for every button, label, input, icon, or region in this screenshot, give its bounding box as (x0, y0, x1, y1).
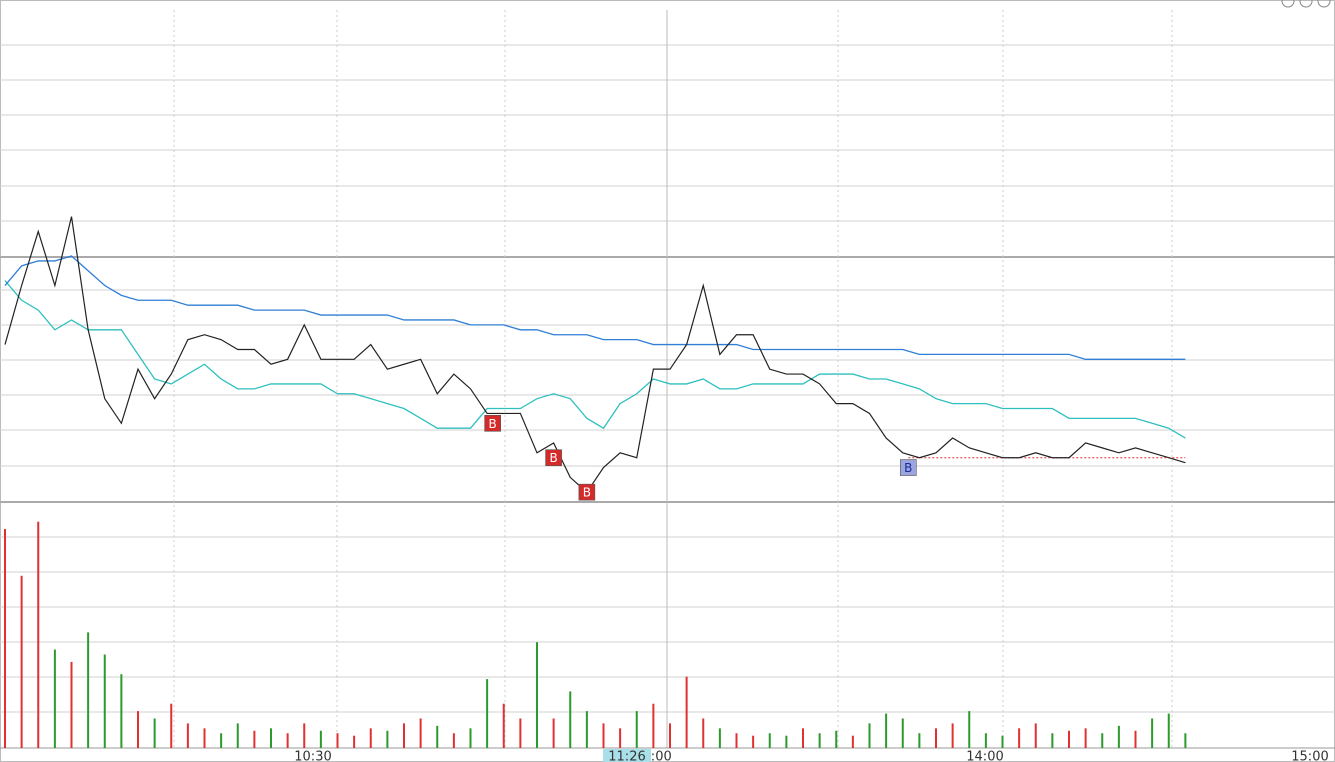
volume-bar (885, 713, 888, 748)
volume-bar (569, 691, 572, 748)
volume-bar (53, 649, 56, 748)
volume-bar (1184, 733, 1187, 748)
volume-bar (270, 728, 272, 748)
volume-bar (502, 703, 505, 748)
x-tick-label: 10:30 (294, 750, 331, 762)
volume-bar (635, 711, 638, 748)
window-buttons[interactable] (1281, 0, 1331, 8)
volume-bar (1084, 728, 1087, 748)
volume-bar (868, 723, 871, 748)
volume-bar (802, 728, 804, 748)
volume-bar (951, 723, 954, 748)
marker-box (899, 459, 917, 476)
volume-bar (120, 674, 123, 748)
volume-bar (486, 679, 489, 748)
marker-label: B (489, 417, 497, 431)
volume-bar (1117, 725, 1120, 748)
volume-bar (835, 730, 838, 748)
volume-bar (153, 718, 156, 748)
volume-bar (220, 733, 223, 748)
volume-bar (1018, 728, 1021, 748)
marker-label: B (583, 486, 591, 500)
series-line (4, 255, 1186, 360)
marker-box (484, 414, 501, 432)
volume-bar (1034, 723, 1037, 748)
volume-bar (186, 723, 189, 748)
cursor-label-box (603, 749, 651, 762)
volume-bar (452, 733, 455, 748)
volume-bar (901, 718, 904, 748)
volume-bar (1001, 735, 1004, 748)
volume-bar (37, 521, 40, 748)
button[interactable] (1317, 0, 1331, 8)
marker-label: B (550, 451, 558, 465)
volume-bar (718, 728, 721, 748)
volume-bar (203, 728, 206, 748)
volume-bar (286, 733, 289, 748)
volume-bar (818, 733, 821, 748)
volume-bar (984, 733, 987, 748)
volume-bar (968, 711, 971, 748)
cursor-label: 11:26 (608, 750, 645, 762)
volume-bar (253, 730, 256, 748)
buy-marker: B (545, 449, 562, 467)
volume-bar (70, 661, 73, 748)
button[interactable] (1281, 0, 1295, 8)
volume-bar (785, 735, 788, 748)
volume-bar (619, 728, 622, 748)
volume-bar (552, 718, 555, 748)
buy-marker: B (578, 483, 596, 501)
volume-bar (1101, 733, 1104, 748)
volume-bar (419, 718, 422, 748)
marker-box (545, 449, 562, 467)
volume-bar (702, 718, 705, 748)
x-tick-label: 14:00 (966, 750, 1003, 762)
volume-bar (1167, 713, 1170, 748)
volume-bar (1151, 718, 1154, 748)
volume-bar (918, 733, 921, 748)
volume-bar (935, 728, 937, 748)
volume-bar (735, 733, 738, 748)
volume-bar (652, 703, 655, 748)
volume-bar (536, 642, 538, 748)
volume-bar (103, 654, 106, 748)
volume-bar (1134, 730, 1137, 748)
button[interactable] (1299, 0, 1313, 8)
marker-label: B (904, 461, 912, 475)
volume-bar (170, 703, 173, 748)
volume-bar (236, 723, 239, 748)
volume-bar (469, 728, 472, 748)
buy-marker: B (899, 459, 917, 476)
volume-bar (585, 711, 588, 748)
volume-bar (336, 733, 339, 748)
volume-bar (1051, 733, 1054, 748)
volume-bar (353, 735, 356, 748)
volume-bar (4, 529, 6, 748)
volume-bar (386, 730, 389, 748)
volume-bar (669, 723, 671, 748)
volume-bar (685, 676, 688, 748)
volume-bar (602, 723, 605, 748)
volume-bar (1068, 730, 1070, 748)
series-line (4, 216, 1186, 494)
volume-bar (768, 733, 771, 748)
volume-bar (87, 632, 90, 748)
marker-box (578, 483, 596, 501)
buy-marker: B (484, 414, 501, 432)
volume-bar (519, 718, 522, 748)
volume-bar (303, 723, 306, 748)
series-line (4, 280, 1186, 439)
x-tick-label: 15:00 (1291, 750, 1328, 762)
volume-bar (319, 730, 322, 748)
volume-bar (369, 728, 372, 748)
volume-bar (851, 735, 854, 748)
volume-bar (20, 575, 23, 748)
volume-bar (752, 735, 755, 748)
volume-bar (436, 725, 439, 748)
volume-bar (403, 723, 405, 748)
volume-bar (137, 711, 139, 748)
